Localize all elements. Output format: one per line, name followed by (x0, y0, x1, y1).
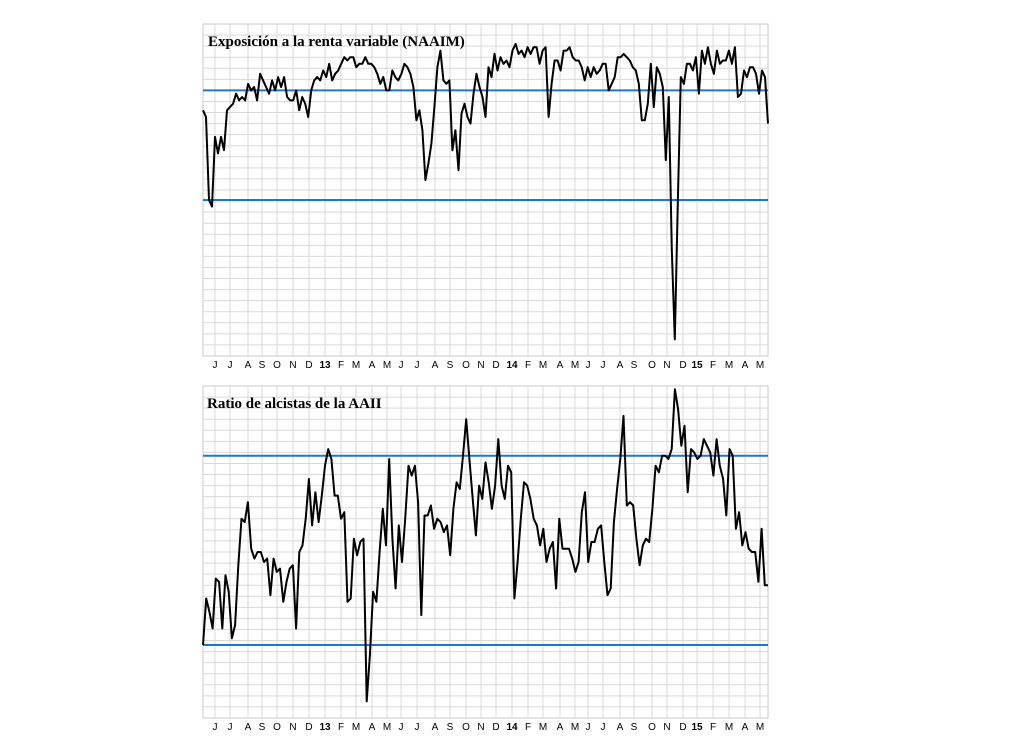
naaim-x-tick-label: J (415, 360, 420, 371)
aaii-x-tick-label: O (273, 722, 281, 733)
naaim-x-tick-label: J (213, 360, 218, 371)
aaii-x-tick-label: D (679, 722, 686, 733)
naaim-x-tick-label: M (539, 360, 547, 371)
aaii-x-tick-label: N (289, 722, 296, 733)
naaim-x-tick-label: J (601, 360, 606, 371)
naaim-x-tick-label: N (477, 360, 484, 371)
naaim-x-tick-label: N (289, 360, 296, 371)
naaim-chart: J J A S O N D 13 F M A M J J A S O N D 14 F M A M J J A S O N D 15 F M A M E… (202, 23, 769, 371)
naaim-x-tick-label: S (259, 360, 266, 371)
aaii-x-tick-label: N (477, 722, 484, 733)
naaim-x-tick-label: M (725, 360, 733, 371)
aaii-x-tick-label: O (648, 722, 656, 733)
aaii-x-tick-label: J (399, 722, 404, 733)
aaii-chart: J J A S O N D 13 F M A M J J A S O N D 14 F M A M J J A S O N D 15 F M A M R… (0, 378, 1024, 756)
aaii-x-tick-label: A (369, 722, 376, 733)
naaim-x-tick-label: A (557, 360, 564, 371)
aaii-x-tick-label: F (338, 722, 344, 733)
aaii-x-tick-label: M (571, 722, 579, 733)
naaim-x-tick-label: M (571, 360, 579, 371)
aaii-x-tick-label: J (601, 722, 606, 733)
naaim-x-tick-label: A (432, 360, 439, 371)
aaii-x-tick-label: M (352, 722, 360, 733)
aaii-x-tick-label: A (617, 722, 624, 733)
naaim-series-line (202, 42, 769, 341)
naaim-x-tick-label: M (352, 360, 360, 371)
naaim-chart-svg: J J A S O N D 13 F M A M J J A S O N D 14 F M A M J J A S O N D 15 F M A ME… (202, 23, 769, 371)
aaii-x-tick-label: N (663, 722, 670, 733)
aaii-chart-title: Ratio de alcistas de la AAII (207, 396, 382, 412)
aaii-x-tick-label: A (557, 722, 564, 733)
naaim-x-tick-label: 15 (691, 360, 703, 371)
aaii-x-tick-label: J (228, 722, 233, 733)
naaim-x-tick-label: J (228, 360, 233, 371)
aaii-x-tick-label: J (415, 722, 420, 733)
naaim-x-tick-label: F (338, 360, 344, 371)
naaim-x-tick-label: F (525, 360, 531, 371)
aaii-x-tick-label: D (492, 722, 499, 733)
aaii-x-tick-label: S (631, 722, 638, 733)
naaim-x-tick-label: D (305, 360, 312, 371)
naaim-x-tick-label: M (383, 360, 391, 371)
naaim-x-tick-label: D (679, 360, 686, 371)
naaim-x-tick-label: 14 (506, 360, 518, 371)
aaii-x-tick-label: M (756, 722, 764, 733)
naaim-x-tick-label: J (586, 360, 591, 371)
aaii-x-tick-label: S (447, 722, 454, 733)
naaim-x-tick-label: J (399, 360, 404, 371)
aaii-x-tick-label: O (462, 722, 470, 733)
aaii-x-tick-label: M (539, 722, 547, 733)
aaii-x-tick-label: 14 (506, 722, 518, 733)
aaii-x-tick-label: D (305, 722, 312, 733)
aaii-x-tick-label: J (213, 722, 218, 733)
aaii-x-tick-label: S (259, 722, 266, 733)
naaim-x-tick-label: D (492, 360, 499, 371)
aaii-x-tick-label: M (383, 722, 391, 733)
aaii-x-tick-label: M (725, 722, 733, 733)
naaim-x-tick-label: A (617, 360, 624, 371)
naaim-x-tick-label: A (245, 360, 252, 371)
naaim-x-tick-label: M (756, 360, 764, 371)
naaim-x-tick-label: 13 (319, 360, 331, 371)
naaim-x-tick-label: S (447, 360, 454, 371)
aaii-chart-svg: J J A S O N D 13 F M A M J J A S O N D 14 F M A M J J A S O N D 15 F M A MR… (202, 385, 769, 733)
aaii-x-tick-label: F (525, 722, 531, 733)
naaim-x-tick-label: O (462, 360, 470, 371)
aaii-x-tick-label: A (245, 722, 252, 733)
naaim-x-tick-label: A (369, 360, 376, 371)
aaii-x-tick-label: A (742, 722, 749, 733)
naaim-x-tick-label: A (742, 360, 749, 371)
naaim-x-tick-label: F (710, 360, 716, 371)
naaim-x-tick-label: S (631, 360, 638, 371)
aaii-x-tick-label: A (432, 722, 439, 733)
aaii-series-line (202, 388, 768, 703)
aaii-x-tick-label: J (586, 722, 591, 733)
naaim-x-tick-label: O (648, 360, 656, 371)
naaim-chart-title: Exposición a la renta variable (NAAIM) (208, 34, 465, 50)
aaii-x-tick-label: F (710, 722, 716, 733)
naaim-x-tick-label: O (273, 360, 281, 371)
aaii-x-tick-label: 15 (691, 722, 703, 733)
aaii-x-tick-label: 13 (319, 722, 331, 733)
naaim-x-tick-label: N (663, 360, 670, 371)
